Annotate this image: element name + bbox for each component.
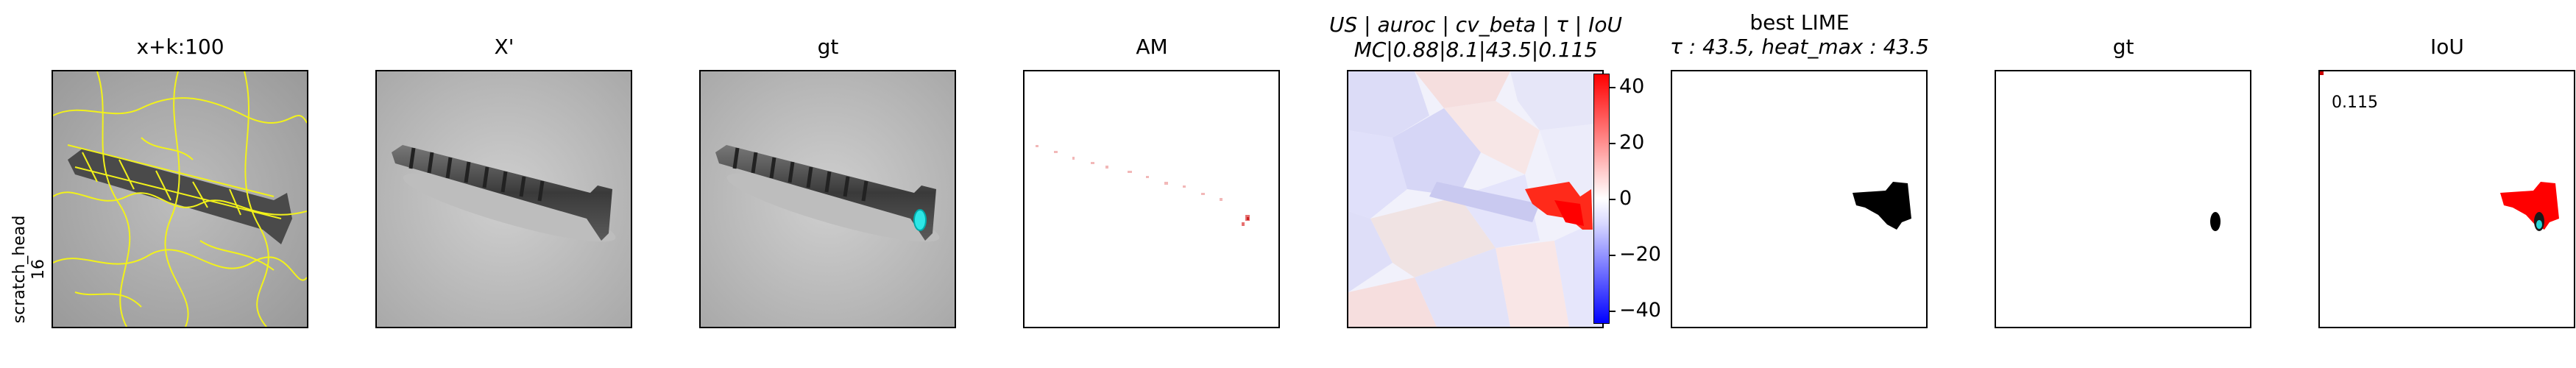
input-superpixels-image <box>53 71 307 327</box>
panel-us-heatmap <box>1347 70 1604 328</box>
lime-mask-image <box>1672 71 1926 327</box>
xprime-image <box>377 71 631 327</box>
colorbar-label-neg40: −40 <box>1619 299 1661 322</box>
colorbar-tick-20 <box>1610 143 1616 144</box>
title-best-lime: best LIME <box>1749 10 1850 35</box>
panel-best-lime <box>1671 70 1928 328</box>
row-label-defect: scratch_head <box>10 215 29 324</box>
title-xprime: X' <box>494 35 514 59</box>
title-us-line1: US | auroc | cv_beta | τ | IoU <box>1329 13 1622 37</box>
gt-overlay-image <box>701 71 955 327</box>
title-gt-2: gt <box>2112 35 2134 59</box>
row-label-index: 16 <box>29 259 48 280</box>
colorbar-tick-40 <box>1610 87 1616 88</box>
panel-xprime <box>375 70 632 328</box>
colorbar-label-20: 20 <box>1619 131 1645 154</box>
panel-am <box>1023 70 1280 328</box>
panel-iou: 0.115 <box>2318 70 2575 328</box>
colorbar-tick-neg20 <box>1610 255 1616 256</box>
panel-gt-mask <box>1995 70 2251 328</box>
colorbar-label-0: 0 <box>1619 187 1632 210</box>
colorbar-tick-neg40 <box>1610 311 1616 312</box>
title-iou: IoU <box>2430 35 2464 59</box>
title-gt: gt <box>817 35 839 59</box>
title-input-superpixels: x+k:100 <box>136 35 224 59</box>
title-us-line2: MC|0.88|8.1|43.5|0.115 <box>1354 38 1598 62</box>
gt-mask-image <box>1996 71 2250 327</box>
iou-overlay-image <box>2320 71 2574 327</box>
panel-input-superpixels <box>52 70 308 328</box>
colorbar <box>1593 74 1610 324</box>
title-am: AM <box>1136 35 1168 59</box>
colorbar-tick-0 <box>1610 199 1616 200</box>
panel-gt <box>699 70 956 328</box>
colorbar-label-40: 40 <box>1619 75 1645 98</box>
anomaly-map-image <box>1025 71 1278 327</box>
us-heatmap-image <box>1348 71 1602 327</box>
colorbar-label-neg20: −20 <box>1619 243 1661 266</box>
title-lime-params: τ : 43.5, heat_max : 43.5 <box>1670 35 1929 59</box>
iou-value-text: 0.115 <box>2332 93 2378 112</box>
row-label: scratch_head 16 <box>0 206 48 324</box>
